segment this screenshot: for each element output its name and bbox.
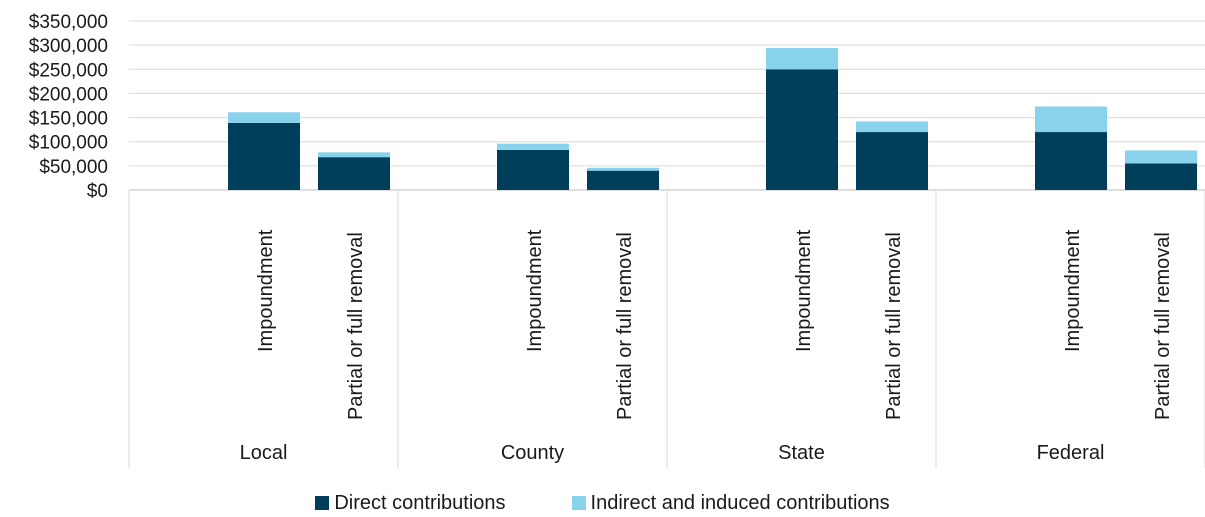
bar-direct — [318, 157, 390, 190]
subcategory-label: Partial or full removal — [614, 232, 636, 420]
y-tick-label: $100,000 — [29, 133, 108, 154]
subcategory-label: Impoundment — [1062, 229, 1084, 352]
bar-chart: $0 $50,000 $100,000 $150,000 $200,000 $250,00… — [29, 12, 1205, 468]
bar-indirect — [318, 152, 390, 158]
subcategory-label: Partial or full removal — [883, 232, 905, 420]
legend-item-direct: Direct contributions — [315, 491, 506, 515]
bar-indirect — [497, 143, 569, 150]
subcategory-label: Impoundment — [793, 229, 815, 352]
legend-item-indirect: Indirect and induced contributions — [571, 491, 890, 515]
subcategory-label: Impoundment — [255, 229, 277, 352]
bars — [228, 48, 1197, 190]
bar-direct — [856, 132, 928, 190]
category-axis — [128, 190, 1205, 468]
y-tick-label: $350,000 — [29, 12, 108, 33]
subcategory-label: Partial or full removal — [345, 232, 367, 420]
bar-direct — [228, 122, 300, 190]
bar-indirect — [856, 121, 928, 133]
group-label: State — [778, 442, 825, 464]
bar-direct — [587, 170, 659, 190]
y-tick-label: $250,000 — [29, 60, 108, 81]
subcategory-labels: Impoundment Partial or full removal Impoun… — [255, 229, 1174, 420]
legend-swatch-indirect — [571, 496, 586, 510]
subcategory-label: Partial or full removal — [1152, 232, 1174, 420]
group-label: Local — [240, 442, 288, 464]
group-labels: Local County State Federal — [240, 442, 1105, 464]
legend-label-direct: Direct contributions — [334, 491, 506, 514]
gridlines — [129, 20, 1205, 191]
bar-indirect — [1125, 150, 1197, 164]
group-label: Federal — [1037, 442, 1105, 464]
legend-swatch-direct — [315, 496, 330, 510]
y-tick-label: $300,000 — [29, 36, 108, 57]
bar-direct — [1125, 163, 1197, 190]
bar-indirect — [766, 48, 838, 70]
bar-direct — [497, 149, 569, 190]
y-axis-ticks: $0 $50,000 $100,000 $150,000 $200,000 $250,00… — [29, 12, 108, 202]
legend-label-indirect: Indirect and induced contributions — [590, 491, 890, 514]
y-tick-label: $200,000 — [29, 84, 108, 105]
y-tick-label: $0 — [87, 181, 108, 202]
y-tick-label: $150,000 — [29, 109, 108, 130]
bar-direct — [766, 69, 838, 190]
legend: Direct contributions Indirect and induce… — [0, 489, 1205, 517]
y-tick-label: $50,000 — [39, 157, 108, 178]
subcategory-label: Impoundment — [524, 229, 546, 352]
bar-indirect — [228, 112, 300, 123]
group-label: County — [501, 442, 564, 464]
bar-indirect — [1035, 106, 1107, 133]
bar-indirect — [587, 167, 659, 171]
bar-direct — [1035, 132, 1107, 190]
